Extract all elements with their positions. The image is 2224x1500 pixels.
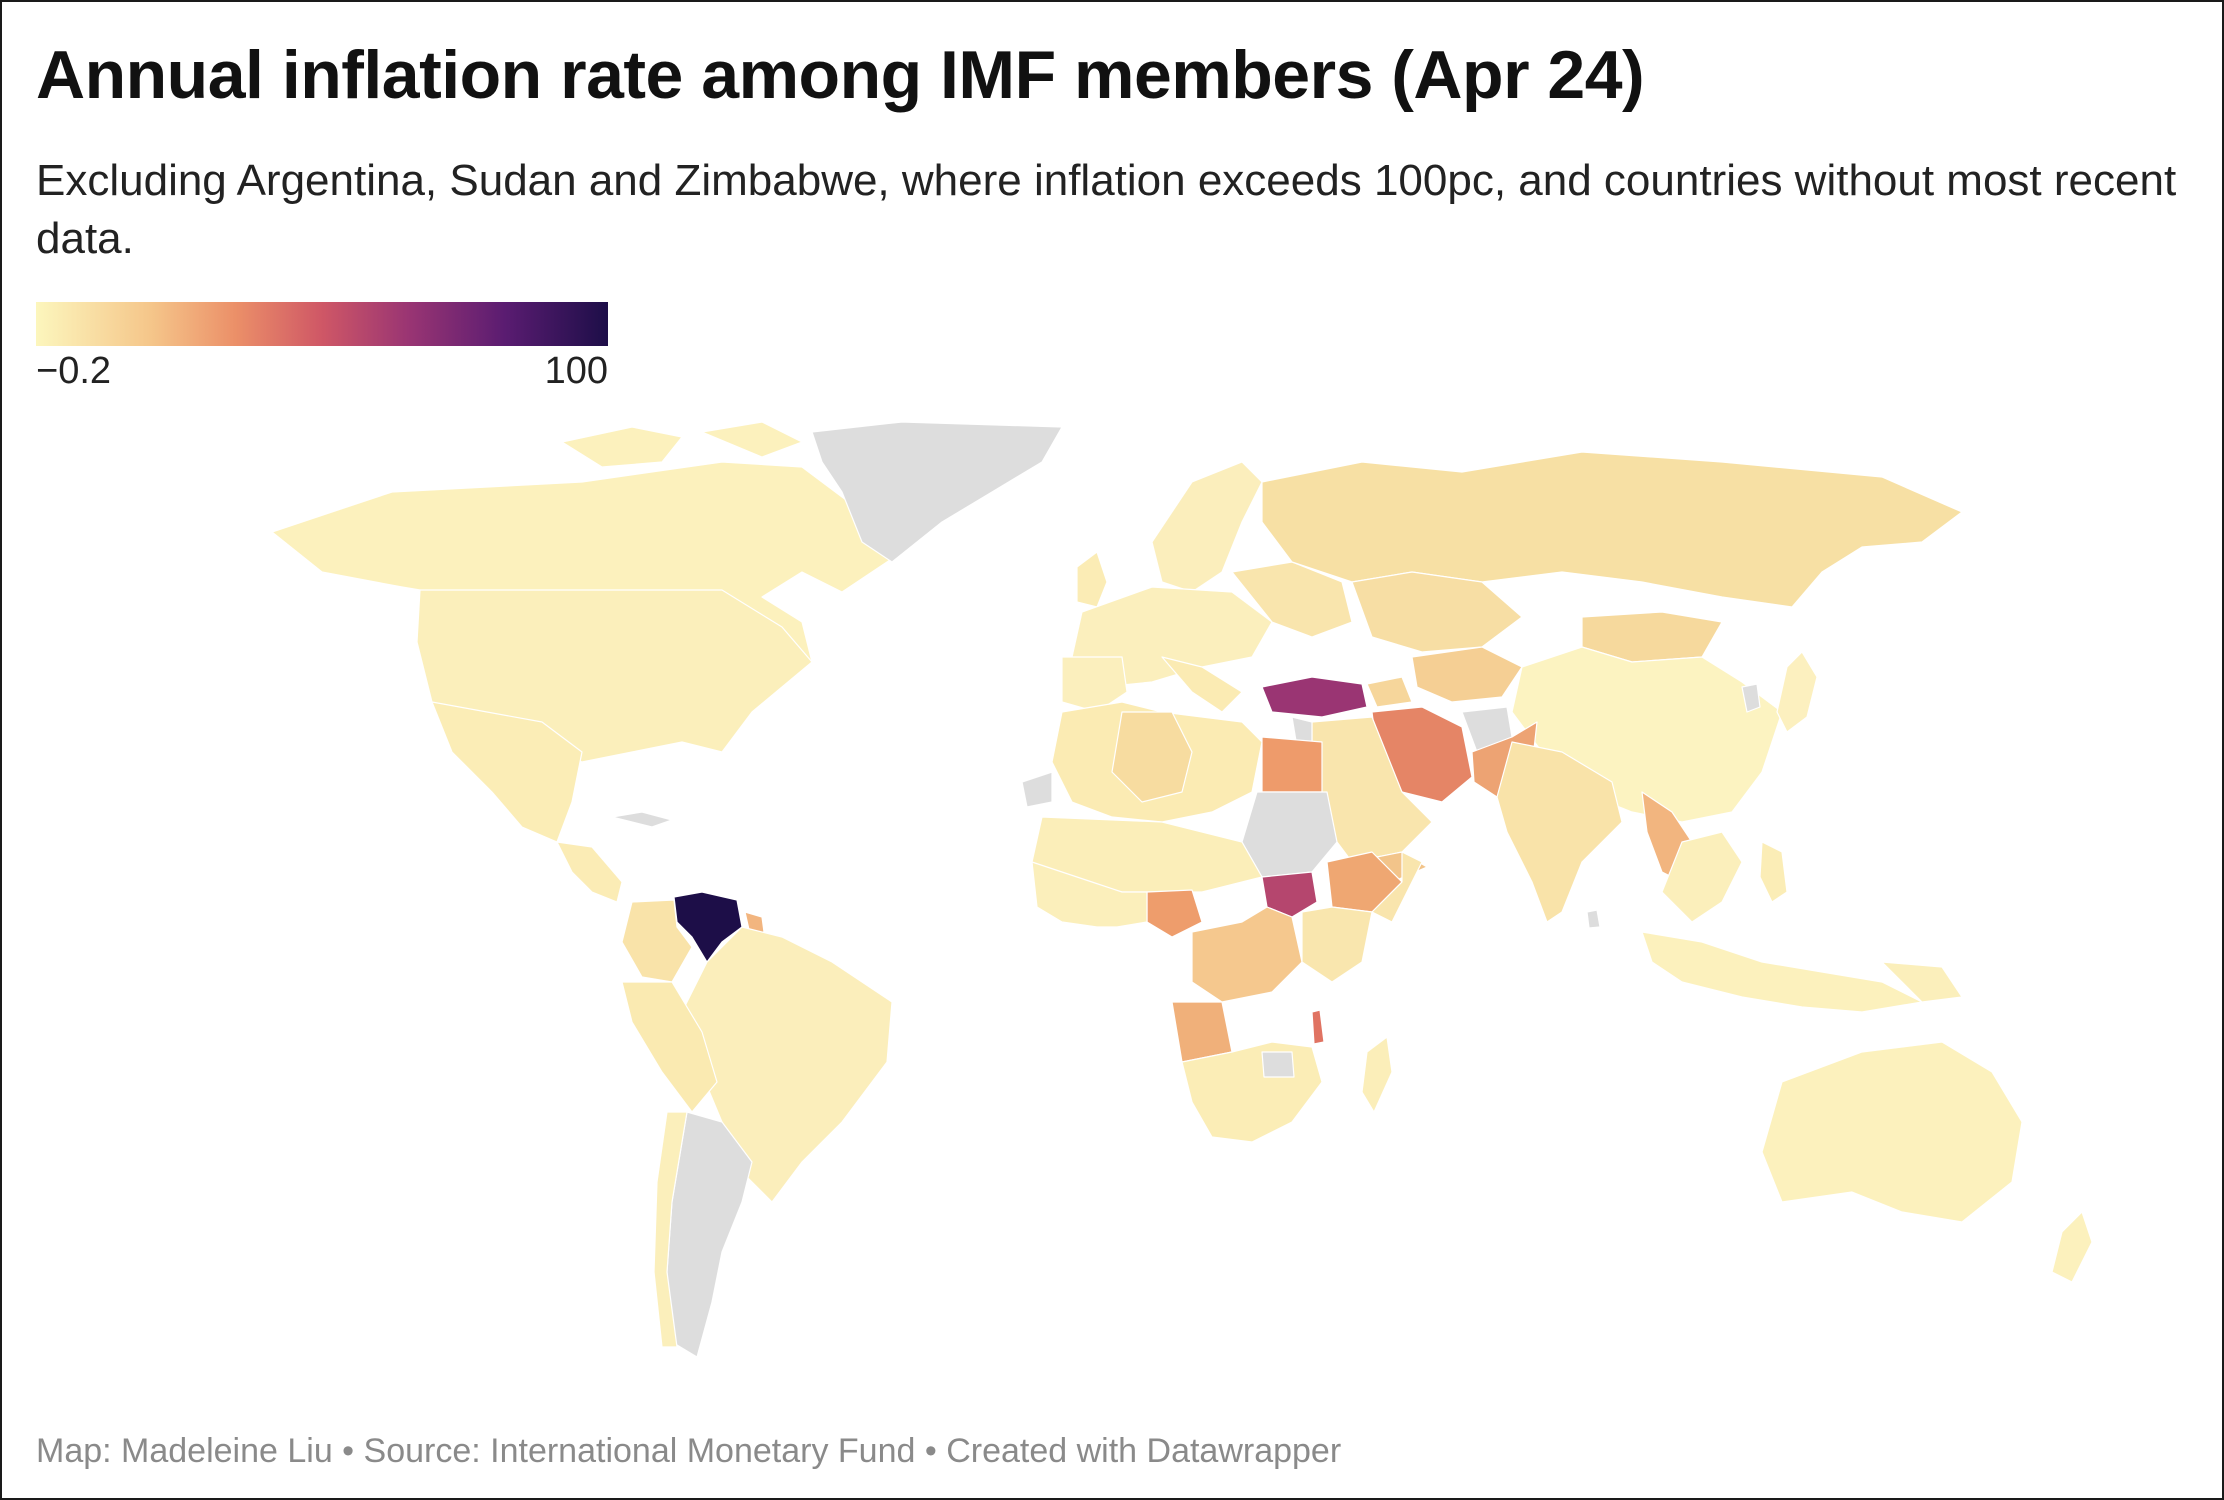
- region-southeast-asia[interactable]: [1661, 831, 1743, 923]
- region-kazakhstan[interactable]: [1351, 571, 1523, 653]
- region-scandinavia[interactable]: [1151, 461, 1263, 593]
- region-central-america[interactable]: [556, 841, 623, 903]
- color-legend: −0.2 100: [36, 302, 608, 392]
- region-italy-balkans[interactable]: [1161, 656, 1243, 713]
- region-canadian-arctic[interactable]: [561, 422, 803, 468]
- region-caucasus[interactable]: [1366, 676, 1413, 708]
- chart-title: Annual inflation rate among IMF members …: [36, 37, 1645, 113]
- region-egypt[interactable]: [1261, 736, 1323, 793]
- region-uk[interactable]: [1076, 551, 1108, 608]
- legend-min-label: −0.2: [36, 350, 112, 392]
- region-peru-bolivia[interactable]: [621, 981, 718, 1113]
- region-caribbean-cuba[interactable]: [611, 811, 673, 828]
- region-iberia[interactable]: [1061, 656, 1128, 713]
- region-new-zealand[interactable]: [2051, 1211, 2093, 1283]
- region-greenland[interactable]: [811, 422, 1063, 563]
- chart-subtitle: Excluding Argentina, Sudan and Zimbabwe,…: [36, 156, 2177, 263]
- region-japan[interactable]: [1776, 651, 1818, 733]
- region-korea[interactable]: [1741, 683, 1761, 713]
- region-indonesia[interactable]: [1641, 931, 1923, 1013]
- region-east-africa[interactable]: [1301, 906, 1373, 983]
- world-choropleth-map: [271, 422, 2093, 1358]
- region-zimbabwe[interactable]: [1261, 1051, 1295, 1078]
- region-sri-lanka[interactable]: [1586, 909, 1601, 929]
- region-algeria[interactable]: [1111, 711, 1193, 803]
- region-venezuela[interactable]: [673, 891, 743, 963]
- chart-footer-credits: Map: Madeleine Liu • Source: Internation…: [36, 1432, 1342, 1470]
- region-central-asia[interactable]: [1411, 646, 1523, 703]
- region-nigeria[interactable]: [1146, 889, 1203, 938]
- legend-gradient-bar: [36, 302, 608, 346]
- region-sudan[interactable]: [1241, 791, 1338, 878]
- region-malawi[interactable]: [1311, 1009, 1325, 1045]
- region-chile[interactable]: [653, 1111, 688, 1348]
- region-india[interactable]: [1496, 741, 1623, 923]
- region-colombia[interactable]: [621, 899, 693, 983]
- region-australia[interactable]: [1761, 1041, 2023, 1223]
- region-philippines[interactable]: [1759, 841, 1788, 903]
- region-new-guinea[interactable]: [1881, 961, 1963, 1003]
- region-western-sahara[interactable]: [1021, 771, 1053, 808]
- region-turkey[interactable]: [1261, 676, 1368, 718]
- region-madagascar[interactable]: [1361, 1036, 1393, 1113]
- region-angola[interactable]: [1171, 1001, 1233, 1063]
- region-south-sudan[interactable]: [1261, 871, 1318, 918]
- legend-max-label: 100: [544, 350, 608, 392]
- region-horn-of-africa[interactable]: [1371, 851, 1423, 923]
- region-central-africa[interactable]: [1191, 906, 1303, 1003]
- region-west-africa[interactable]: [1031, 861, 1148, 928]
